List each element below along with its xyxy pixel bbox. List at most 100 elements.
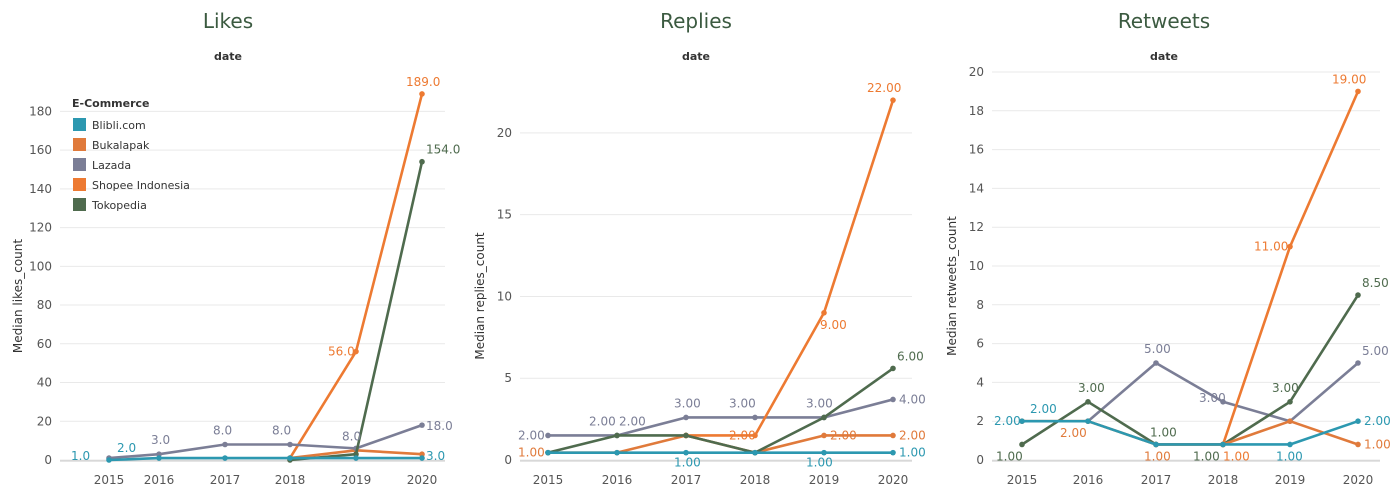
x-tick-label: 2015 — [533, 473, 564, 487]
data-point-blibli-com[interactable] — [614, 449, 620, 456]
legend-label: Lazada — [92, 159, 131, 172]
data-point-lazada[interactable] — [1355, 360, 1361, 366]
chart-panel-replies: Replies date 0 5 10 15 20 2015 2016 2017 2018 2019 2… — [473, 9, 926, 487]
data-point-tokopedia[interactable] — [1085, 399, 1091, 405]
data-point-lazada[interactable] — [222, 441, 228, 448]
data-label: 18.0 — [426, 419, 453, 433]
data-point-bukalapak[interactable] — [1355, 441, 1361, 448]
x-tick-label: 2016 — [602, 473, 633, 487]
series-line-tokopedia[interactable] — [288, 160, 424, 462]
data-point-blibli-com[interactable] — [545, 449, 551, 456]
data-point-blibli-com[interactable] — [1287, 441, 1293, 448]
data-point-blibli-com[interactable] — [1085, 418, 1091, 425]
series-line-blibli-com[interactable] — [1020, 419, 1360, 446]
x-tick-label: 2019 — [1275, 473, 1306, 487]
legend-item-lazada[interactable]: Lazada — [73, 158, 131, 172]
data-point-tokopedia[interactable] — [1355, 292, 1361, 298]
x-tick-label: 2018 — [1208, 473, 1239, 487]
data-label: 189.0 — [406, 75, 440, 89]
y-tick-label: 10 — [497, 289, 512, 303]
legend-label: Tokopedia — [91, 199, 147, 212]
data-point-blibli-com[interactable] — [419, 455, 425, 461]
data-label: 56.0 — [328, 345, 355, 359]
series-line-tokopedia[interactable] — [546, 367, 895, 454]
data-point-lazada[interactable] — [419, 422, 425, 428]
data-point-blibli-com[interactable] — [1355, 418, 1361, 425]
data-point-shopee-indonesia[interactable] — [1287, 243, 1293, 250]
data-point-blibli-com[interactable] — [353, 455, 359, 461]
data-point-lazada[interactable] — [683, 414, 689, 421]
y-tick-label: 10 — [969, 259, 984, 273]
data-point-bukalapak[interactable] — [419, 451, 425, 457]
data-point-lazada[interactable] — [287, 441, 293, 448]
data-point-bukalapak[interactable] — [890, 432, 896, 439]
data-point-shopee-indonesia[interactable] — [821, 310, 827, 316]
y-tick-label: 120 — [29, 221, 52, 235]
data-label: 3.0 — [151, 433, 170, 447]
data-point-lazada[interactable] — [1153, 360, 1159, 366]
y-tick-label: 100 — [29, 259, 52, 273]
data-point-blibli-com[interactable] — [683, 449, 689, 456]
data-point-shopee-indonesia[interactable] — [890, 97, 896, 103]
legend: E-Commerce Blibli.com Bukalapak Lazada Shope… — [72, 97, 190, 212]
series-line-blibli-com[interactable] — [107, 456, 424, 462]
x-tick-label: 2016 — [1073, 473, 1104, 487]
data-point-blibli-com[interactable] — [1220, 441, 1226, 448]
data-label: 1.00 — [1223, 449, 1250, 463]
data-point-blibli-com[interactable] — [752, 449, 758, 456]
data-point-shopee-indonesia[interactable] — [752, 432, 758, 439]
data-point-blibli-com[interactable] — [156, 455, 162, 461]
legend-item-blibli-com[interactable]: Blibli.com — [73, 118, 146, 132]
data-label: 2.00 — [1364, 414, 1391, 428]
data-point-blibli-com[interactable] — [287, 455, 293, 461]
data-label: 2.00 — [619, 414, 646, 428]
data-point-lazada[interactable] — [752, 414, 758, 421]
data-point-tokopedia[interactable] — [683, 432, 689, 439]
data-point-lazada[interactable] — [1220, 399, 1226, 405]
data-label: 2.00 — [899, 428, 926, 442]
data-point-blibli-com[interactable] — [106, 457, 112, 463]
legend-item-shopee-indonesia[interactable]: Shopee Indonesia — [73, 178, 190, 192]
data-label: 8.0 — [213, 424, 232, 438]
data-point-tokopedia[interactable] — [1287, 399, 1293, 405]
data-label: 1.0 — [71, 449, 90, 463]
legend-item-tokopedia[interactable]: Tokopedia — [73, 198, 147, 212]
data-point-blibli-com[interactable] — [890, 449, 896, 456]
data-point-tokopedia[interactable] — [353, 451, 359, 457]
data-point-shopee-indonesia[interactable] — [1355, 88, 1361, 95]
x-tick-label: 2017 — [1141, 473, 1172, 487]
data-point-blibli-com[interactable] — [1019, 418, 1025, 425]
data-label: 8.50 — [1362, 276, 1389, 290]
data-point-lazada[interactable] — [545, 432, 551, 439]
data-point-blibli-com[interactable] — [1153, 441, 1159, 448]
series-line-shopee-indonesia[interactable] — [288, 92, 424, 460]
data-point-bukalapak[interactable] — [821, 432, 827, 439]
data-label: 2.0 — [117, 441, 136, 455]
data-label: 2.00 — [994, 414, 1021, 428]
data-point-tokopedia[interactable] — [890, 365, 896, 372]
data-point-lazada[interactable] — [156, 451, 162, 457]
x-tick-label: 2015 — [1007, 473, 1038, 487]
data-label: 3.0 — [426, 449, 445, 463]
y-tick-label: 5 — [504, 371, 512, 385]
y-tick-label: 80 — [37, 298, 52, 312]
data-point-lazada[interactable] — [890, 396, 896, 403]
data-point-tokopedia[interactable] — [614, 432, 620, 439]
data-point-tokopedia[interactable] — [821, 414, 827, 421]
data-point-blibli-com[interactable] — [222, 455, 228, 461]
legend-label: Blibli.com — [92, 119, 146, 132]
data-point-tokopedia[interactable] — [1019, 441, 1025, 448]
chart-title: Likes — [203, 9, 253, 33]
data-point-blibli-com[interactable] — [821, 449, 827, 456]
data-label: 8.0 — [342, 429, 361, 443]
series-line-shopee-indonesia[interactable] — [684, 98, 895, 437]
data-point-bukalapak[interactable] — [1287, 418, 1293, 425]
data-point-tokopedia[interactable] — [419, 158, 425, 165]
data-label: 1.00 — [806, 456, 833, 470]
data-point-shopee-indonesia[interactable] — [353, 348, 359, 355]
y-axis-title: Median likes_count — [11, 239, 25, 353]
series-line-lazada[interactable] — [546, 398, 895, 437]
series-line-lazada[interactable] — [107, 423, 424, 460]
legend-item-bukalapak[interactable]: Bukalapak — [73, 138, 150, 152]
data-point-shopee-indonesia[interactable] — [419, 91, 425, 97]
